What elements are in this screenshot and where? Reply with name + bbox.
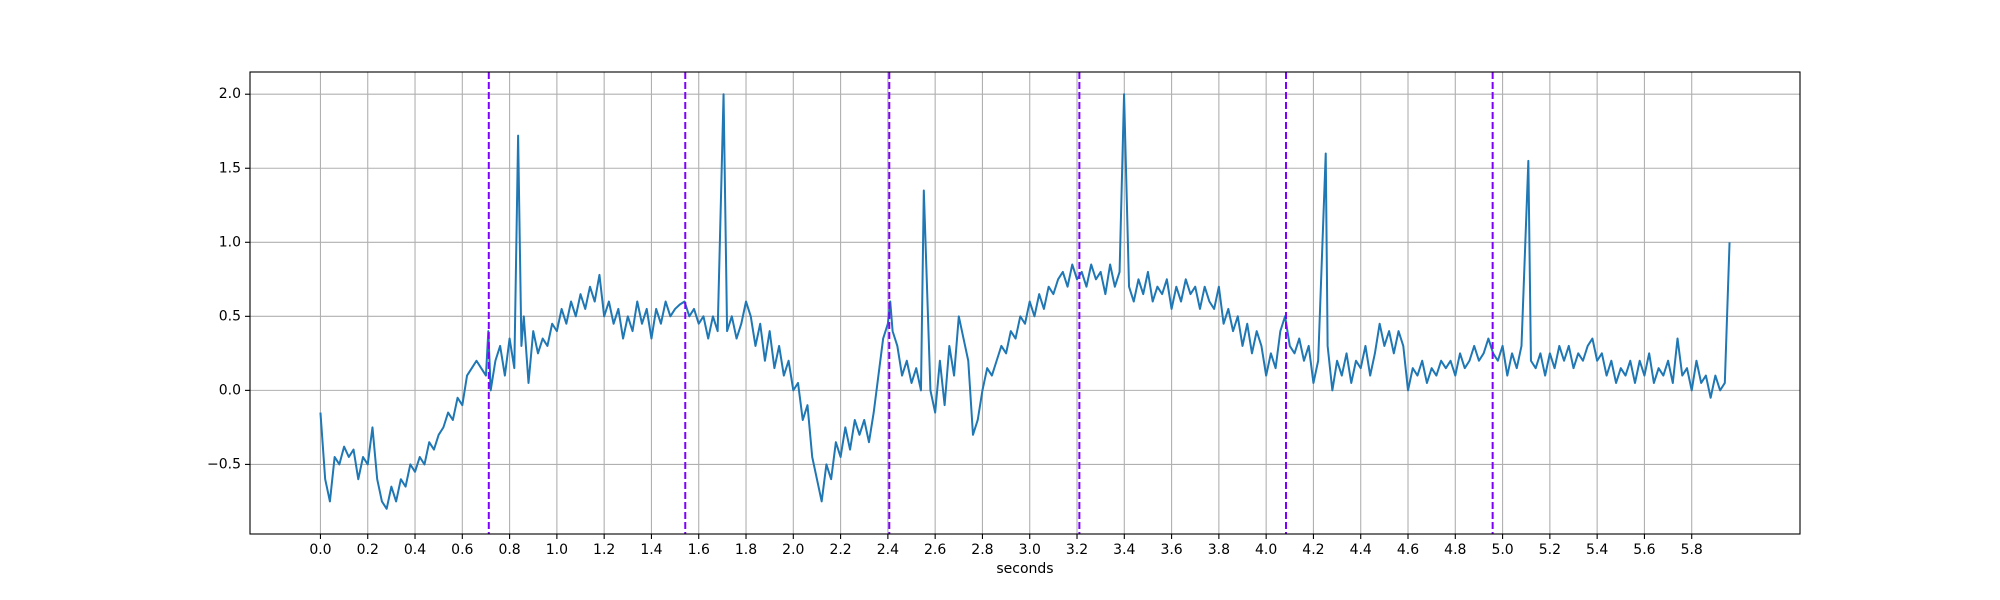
- x-tick-label: 3.8: [1208, 542, 1230, 558]
- y-tick-label: 2.0: [219, 86, 241, 102]
- y-tick-label: −0.5: [207, 456, 241, 472]
- x-tick-label: 0.4: [404, 542, 426, 558]
- y-tick-label: 1.0: [219, 234, 241, 250]
- x-tick-label: 1.8: [735, 542, 757, 558]
- y-tick-label: 0.0: [219, 382, 241, 398]
- x-tick-label: 0.8: [498, 542, 520, 558]
- y-tick-label: 1.5: [219, 160, 241, 176]
- x-tick-label: 1.6: [688, 542, 710, 558]
- x-tick-label: 5.4: [1586, 542, 1608, 558]
- x-tick-label: 1.0: [546, 542, 568, 558]
- x-tick-label: 3.2: [1066, 542, 1088, 558]
- signal-line: [319, 93, 1731, 510]
- x-tick-label: 4.4: [1350, 542, 1372, 558]
- x-tick-label: 5.2: [1539, 542, 1561, 558]
- x-tick-label: 0.2: [357, 542, 379, 558]
- x-tick-label: 2.0: [782, 542, 804, 558]
- x-tick-label: 0.6: [451, 542, 473, 558]
- axes-frame: [249, 71, 1801, 535]
- ticks: 0.0 0.2 0.4 0.6 0.8 1.0 1.2 1.4 1.6 1.8 2.0 2.2 2.4 2…: [207, 86, 1703, 558]
- x-tick-label: 4.8: [1444, 542, 1466, 558]
- x-tick-label: 1.2: [593, 542, 615, 558]
- x-tick-label: 3.6: [1160, 542, 1182, 558]
- grid: [250, 72, 1800, 534]
- x-tick-label: 2.8: [971, 542, 993, 558]
- x-tick-label: 1.4: [640, 542, 662, 558]
- y-tick-label: 0.5: [219, 308, 241, 324]
- x-tick-label: 3.0: [1019, 542, 1041, 558]
- x-tick-label: 5.8: [1681, 542, 1703, 558]
- x-tick-label: 5.0: [1491, 542, 1513, 558]
- x-tick-label: 0.0: [309, 542, 331, 558]
- x-tick-label: 2.4: [877, 542, 899, 558]
- x-tick-label: 4.0: [1255, 542, 1277, 558]
- x-axis-label: seconds: [996, 561, 1053, 577]
- x-tick-label: 3.4: [1113, 542, 1135, 558]
- x-tick-label: 4.6: [1397, 542, 1419, 558]
- x-tick-label: 5.6: [1633, 542, 1655, 558]
- plot-area: [319, 72, 1731, 534]
- x-tick-label: 4.2: [1302, 542, 1324, 558]
- x-tick-label: 2.2: [829, 542, 851, 558]
- x-tick-label: 2.6: [924, 542, 946, 558]
